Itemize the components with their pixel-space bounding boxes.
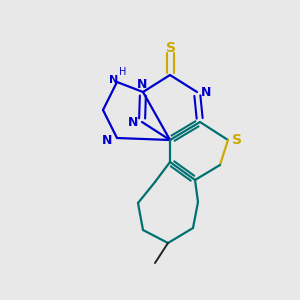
Text: N: N [102,134,112,146]
Text: S: S [232,133,242,147]
Text: H: H [119,67,127,77]
Text: N: N [128,116,138,130]
Text: S: S [166,41,176,55]
Text: N: N [137,77,147,91]
Text: N: N [201,85,211,98]
Text: N: N [110,75,118,85]
